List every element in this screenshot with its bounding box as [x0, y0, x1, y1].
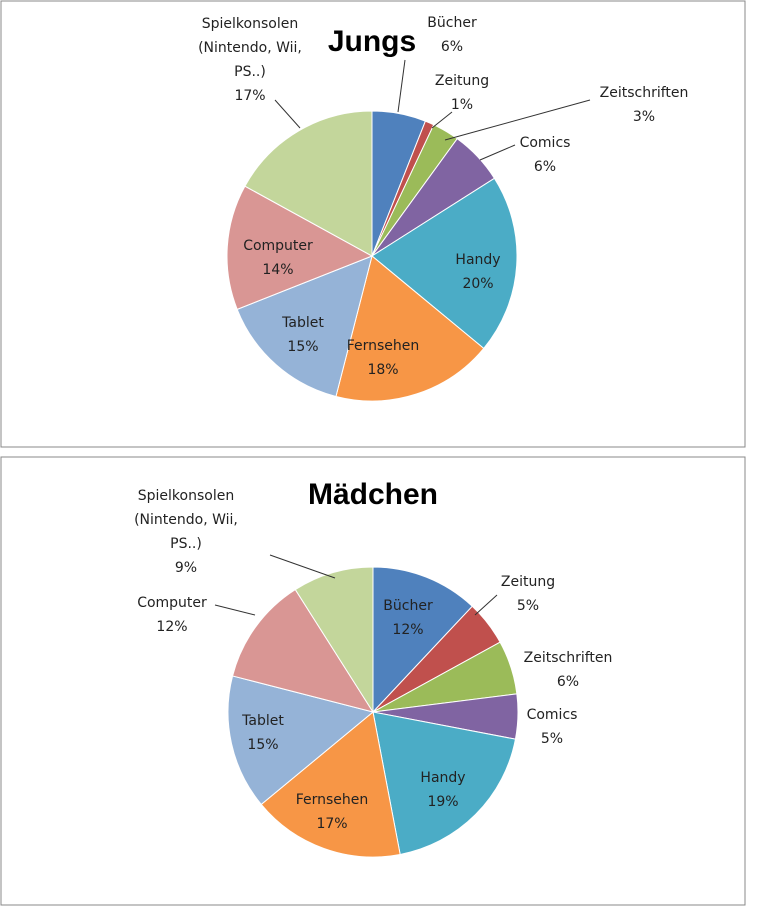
- value-label: 5%: [540, 731, 564, 747]
- chart-title: Jungs: [327, 25, 417, 58]
- slice-label: Spielkonsolen (Nintendo, Wii, PS..) 9%: [119, 484, 254, 580]
- value-label: 15%: [287, 339, 319, 355]
- leader-line: [397, 59, 406, 113]
- category-label: Zeitschriften: [523, 650, 613, 666]
- slice-label: Zeitung 1%: [435, 69, 489, 117]
- pie-slice: [227, 675, 375, 806]
- category-label: Spielkonsolen (Nintendo, Wii, PS..): [134, 488, 238, 552]
- value-label: 3%: [632, 109, 656, 125]
- category-label: Computer: [137, 595, 207, 611]
- pie-slice: [260, 711, 401, 858]
- value-label: 17%: [316, 816, 348, 832]
- category-label: Bücher: [427, 15, 477, 31]
- pie-slice: [372, 566, 473, 714]
- pie-slice: [372, 711, 517, 856]
- slice-label: Comics 5%: [527, 703, 578, 751]
- category-label: Handy: [455, 252, 501, 268]
- value-label: 15%: [247, 737, 279, 753]
- category-label: Zeitung: [500, 574, 556, 590]
- slice-label: Fernsehen 17%: [296, 788, 369, 836]
- leader-line: [474, 594, 498, 616]
- slice-label: Spielkonsolen (Nintendo, Wii, PS..) 17%: [183, 12, 318, 108]
- panel-border: [0, 0, 746, 448]
- category-label: Tablet: [282, 315, 324, 331]
- slice-label: Handy 20%: [455, 248, 500, 296]
- value-label: 17%: [234, 88, 266, 104]
- slice-label: Tablet 15%: [282, 311, 324, 359]
- category-label: Spielkonsolen (Nintendo, Wii, PS..): [198, 16, 302, 80]
- value-label: 14%: [262, 262, 294, 278]
- chart-title: Mädchen: [307, 478, 439, 511]
- leader-line: [479, 144, 516, 161]
- category-label: Zeitung: [434, 73, 490, 89]
- category-label: Fernsehen: [295, 792, 369, 808]
- category-label: Tablet: [242, 713, 284, 729]
- slice-label: Computer 14%: [243, 234, 313, 282]
- slice-label: Zeitschriften 3%: [600, 81, 689, 129]
- category-label: Fernsehen: [346, 338, 420, 354]
- category-label: Zeitschriften: [599, 85, 689, 101]
- slice-label: Comics 6%: [520, 131, 571, 179]
- value-label: 19%: [427, 794, 459, 810]
- value-label: 12%: [156, 619, 188, 635]
- slice-label: Computer 12%: [137, 591, 207, 639]
- category-label: Handy: [420, 770, 466, 786]
- slice-label: Tablet 15%: [242, 709, 284, 757]
- value-label: 9%: [174, 560, 198, 576]
- pie-slice: [335, 255, 485, 402]
- pie-slice: [294, 566, 374, 714]
- value-label: 6%: [440, 39, 464, 55]
- pie-slice: [231, 588, 375, 713]
- slice-label: Fernsehen 18%: [347, 334, 420, 382]
- leader-line: [214, 604, 256, 616]
- pie-slice: [244, 110, 373, 257]
- panel-border: [0, 456, 746, 906]
- value-label: 20%: [462, 276, 494, 292]
- value-label: 18%: [367, 362, 399, 378]
- leader-line: [431, 111, 453, 129]
- value-label: 6%: [556, 674, 580, 690]
- value-label: 12%: [392, 622, 424, 638]
- category-label: Computer: [243, 238, 313, 254]
- category-label: Bücher: [383, 598, 433, 614]
- leader-line: [269, 554, 336, 579]
- slice-label: Bücher 12%: [383, 594, 432, 642]
- pie-slice: [236, 255, 373, 398]
- category-label: Comics: [519, 135, 571, 151]
- pie-slice: [371, 177, 518, 350]
- value-label: 5%: [516, 598, 540, 614]
- leader-line: [274, 99, 301, 129]
- category-label: Comics: [526, 707, 578, 723]
- slice-label: Zeitschriften 6%: [524, 646, 613, 694]
- value-label: 6%: [533, 159, 557, 175]
- slice-label: Bücher 6%: [427, 11, 476, 59]
- pie-slice: [226, 185, 374, 311]
- slice-label: Zeitung 5%: [501, 570, 555, 618]
- slice-label: Handy 19%: [420, 766, 465, 814]
- leader-line: [444, 99, 591, 141]
- value-label: 1%: [450, 97, 474, 113]
